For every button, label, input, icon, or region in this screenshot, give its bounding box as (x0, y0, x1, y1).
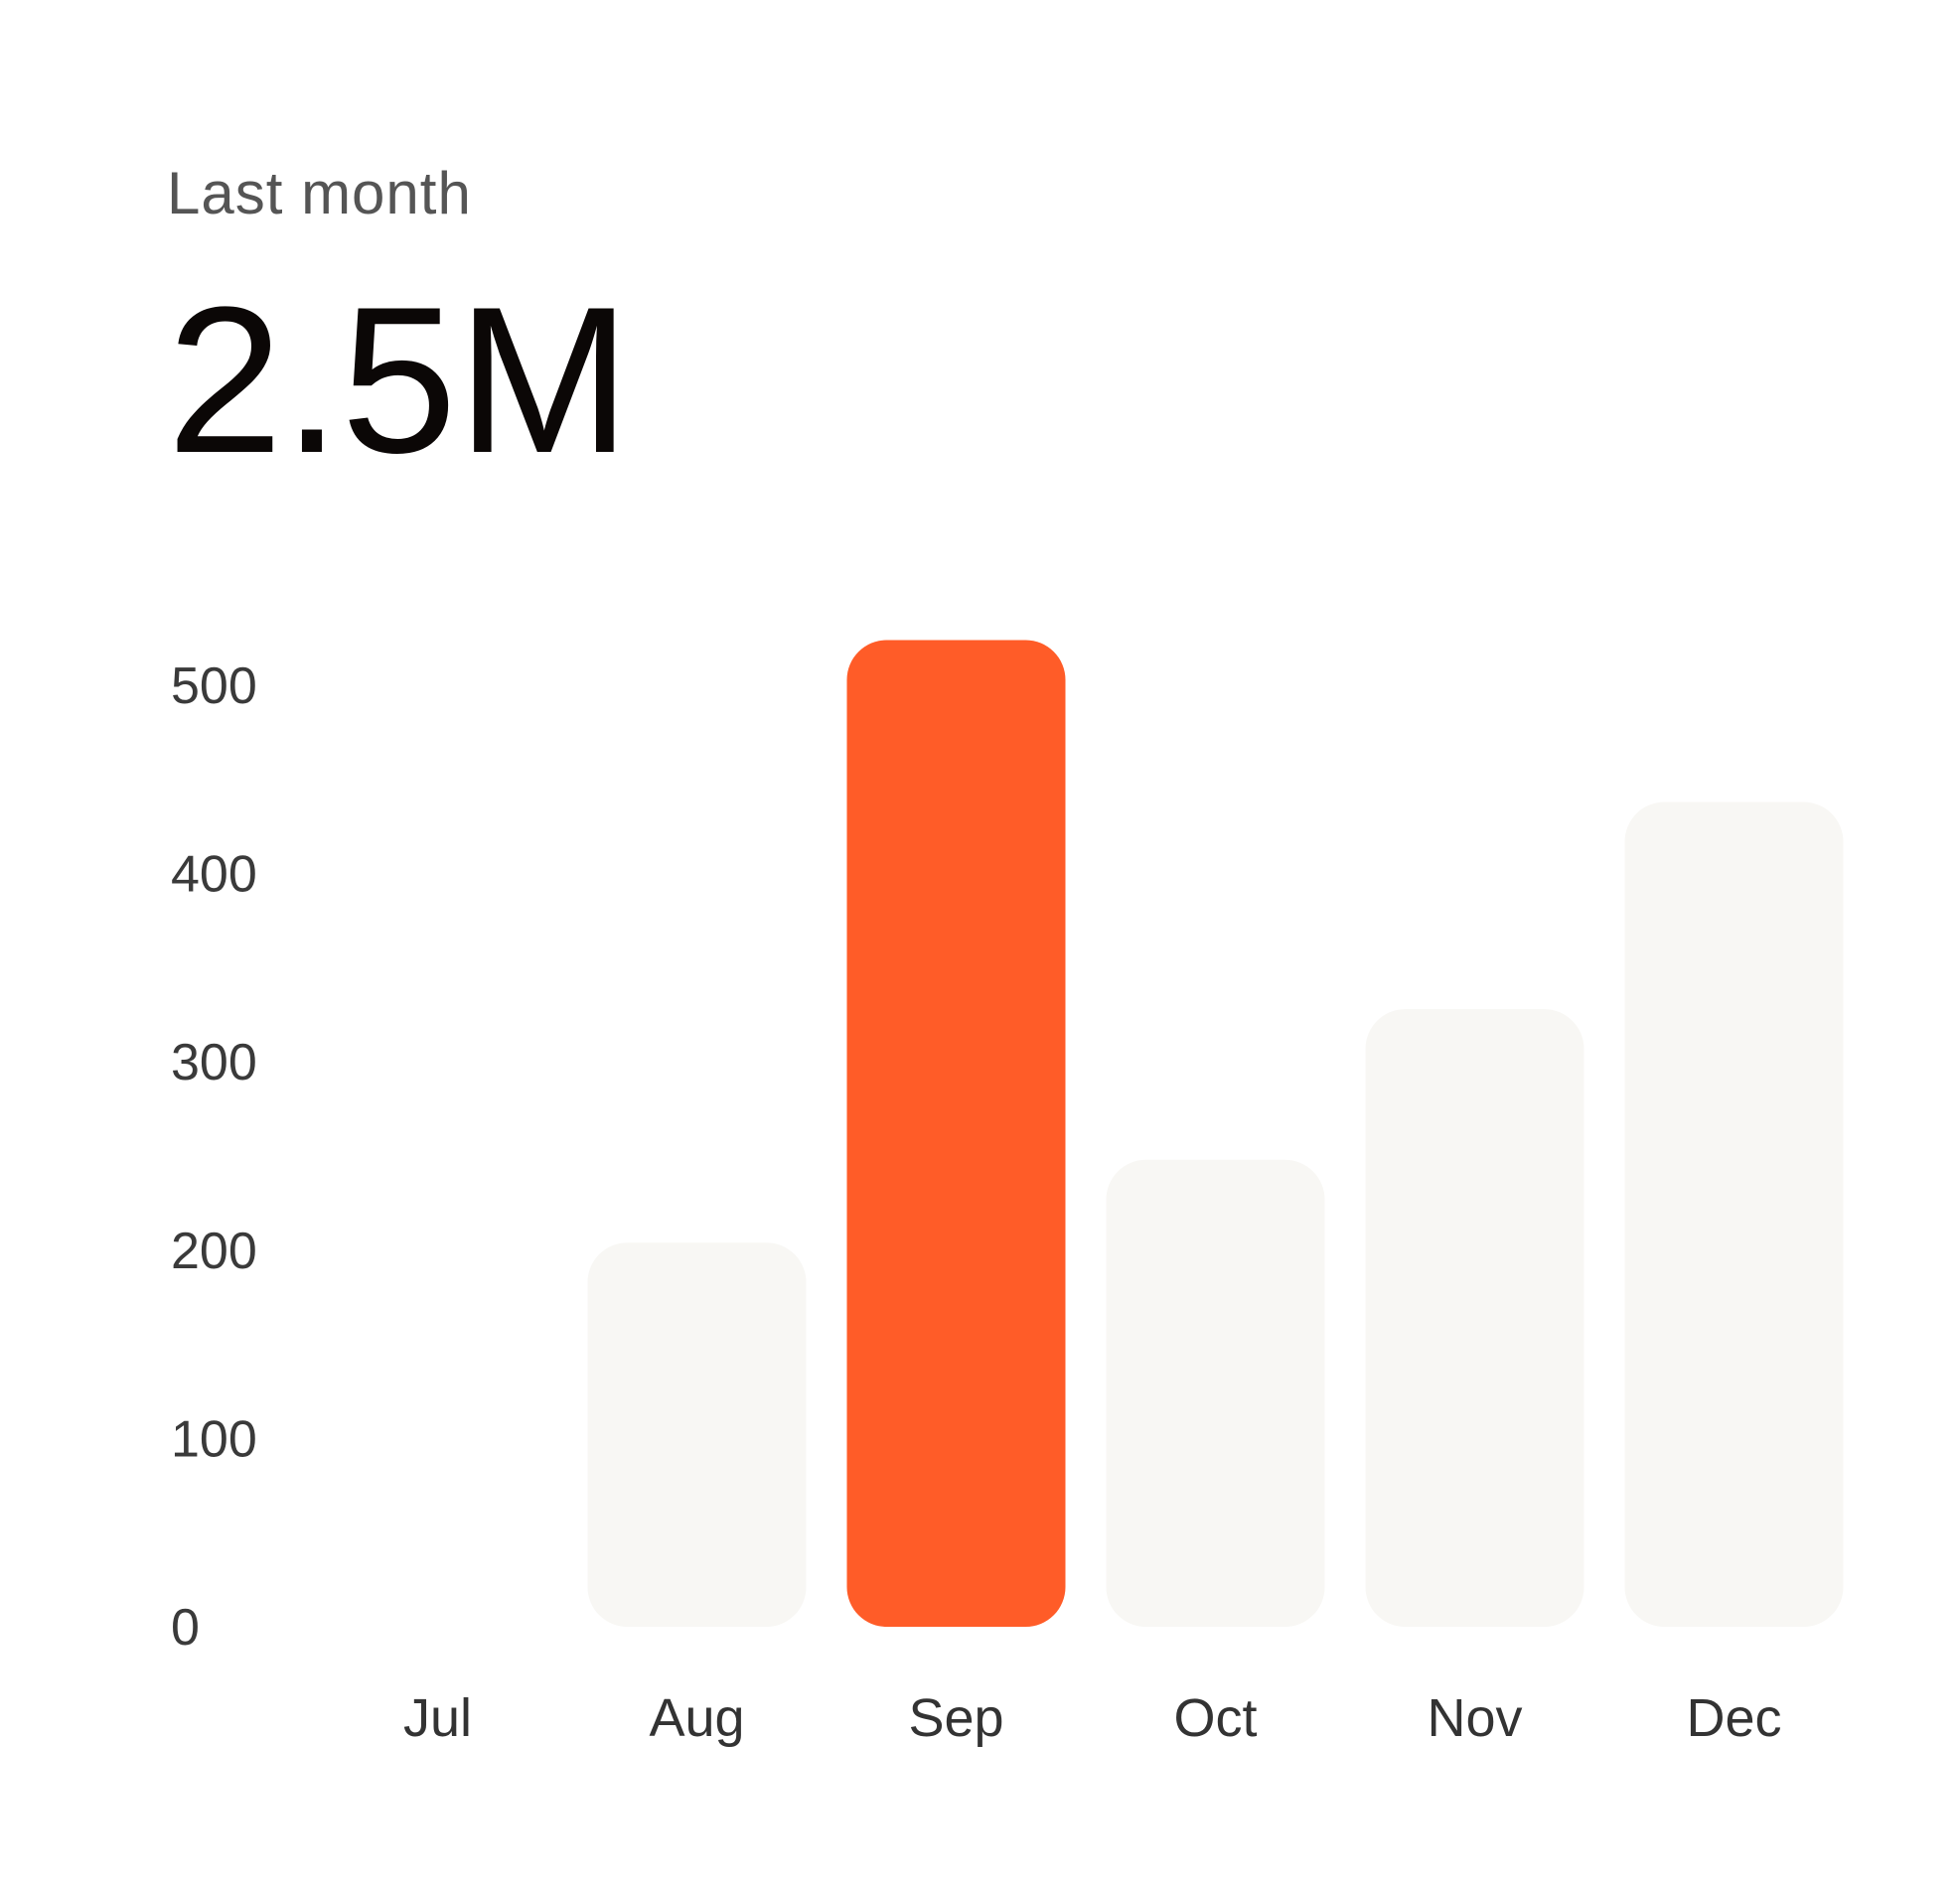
x-tick-label: Dec (1686, 1688, 1781, 1748)
bar-dec[interactable] (1624, 801, 1844, 1627)
bar-nov[interactable] (1365, 1009, 1584, 1627)
bars (587, 640, 1844, 1627)
total-value: 2.5M (167, 263, 631, 497)
x-tick-label: Aug (649, 1688, 744, 1748)
x-tick-label: Oct (1173, 1688, 1257, 1748)
x-tick-label: Jul (403, 1688, 472, 1748)
x-tick-label: Nov (1427, 1688, 1522, 1748)
x-tick-label: Sep (908, 1688, 1003, 1748)
bar-aug[interactable] (587, 1242, 807, 1627)
x-axis: Jul Aug Sep Oct Nov Dec (403, 1688, 1782, 1748)
y-tick-label: 400 (171, 846, 257, 904)
y-tick-label: 500 (171, 657, 257, 715)
y-tick-label: 200 (171, 1223, 257, 1280)
period-label: Last month (167, 160, 472, 226)
bar-sep[interactable] (846, 640, 1066, 1627)
y-tick-label: 300 (171, 1034, 257, 1091)
y-tick-label: 100 (171, 1410, 257, 1468)
y-tick-label: 0 (171, 1599, 200, 1657)
bar-oct[interactable] (1106, 1159, 1325, 1627)
y-axis: 0 100 200 300 400 500 (171, 657, 257, 1657)
